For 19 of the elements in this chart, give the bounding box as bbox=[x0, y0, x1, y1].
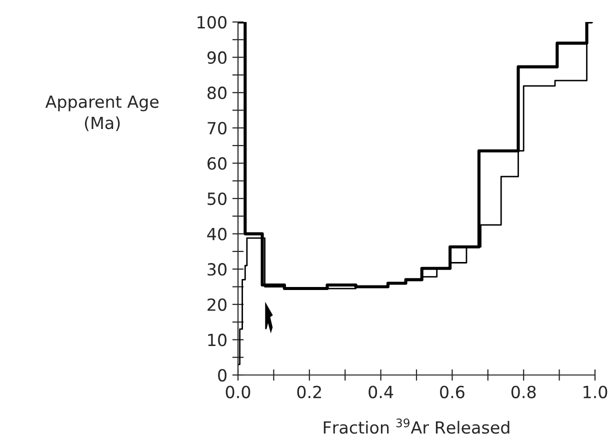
y-tick-label: 0 bbox=[218, 368, 226, 382]
x-tick-label: 0.2 bbox=[297, 386, 321, 398]
y-tick-label: 20 bbox=[208, 298, 226, 311]
y-tick-label: 50 bbox=[208, 192, 226, 206]
x-axis-title: Fraction $^{39}$Ar Released bbox=[324, 418, 510, 434]
y-axis-title: Apparent Age (Ma) bbox=[45, 96, 159, 132]
x-tick-label: 0.0 bbox=[226, 386, 250, 398]
x-tick-label: 0.4 bbox=[368, 386, 394, 398]
y-tick-label: 100 bbox=[198, 16, 226, 29]
y-tick-label: 40 bbox=[207, 228, 226, 240]
y-tick-label: 90 bbox=[207, 51, 226, 64]
y-tick-label: 60 bbox=[208, 157, 226, 170]
y-tick-label: 30 bbox=[208, 263, 226, 276]
x-tick-label: 1.0 bbox=[584, 386, 608, 398]
y-tick-label: 70 bbox=[208, 122, 226, 134]
x-tick-label: 0.6 bbox=[440, 386, 464, 398]
x-tick-label: 0.8 bbox=[511, 386, 536, 398]
y-tick-label: 80 bbox=[208, 86, 226, 100]
y-tick-label: 10 bbox=[208, 334, 226, 346]
